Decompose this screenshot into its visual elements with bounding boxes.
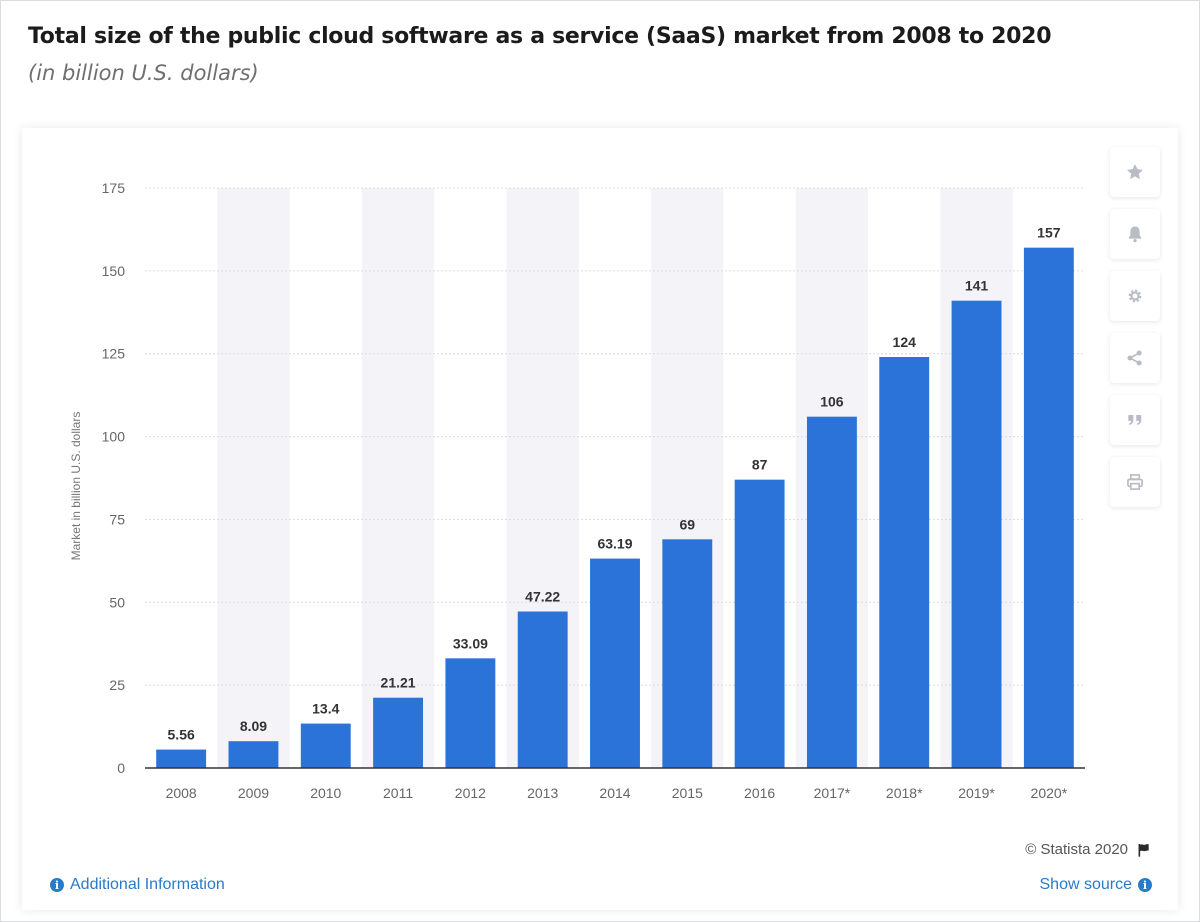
column-band (361, 188, 435, 768)
bar (590, 558, 640, 768)
data-label: 33.09 (453, 635, 488, 651)
y-tick-label: 125 (102, 346, 126, 362)
cite-button[interactable] (1110, 395, 1160, 445)
bar (734, 479, 785, 768)
y-tick-label: 175 (102, 180, 126, 196)
data-label: 106 (820, 394, 844, 410)
y-tick-label: 0 (117, 760, 125, 776)
additional-information-label: Additional Information (70, 876, 225, 893)
x-tick-label: 2018* (886, 785, 923, 801)
settings-button[interactable] (1110, 271, 1160, 321)
page-title: Total size of the public cloud software … (28, 24, 1052, 49)
info-icon: i (50, 878, 64, 892)
y-axis-title: Market in billion U.S. dollars (69, 412, 83, 561)
bar (951, 300, 1002, 768)
data-label: 5.56 (168, 727, 195, 743)
x-tick-label: 2013 (527, 785, 558, 801)
bar (806, 416, 857, 768)
y-tick-label: 25 (109, 677, 125, 693)
data-label: 87 (752, 457, 768, 473)
x-tick-label: 2008 (166, 785, 197, 801)
show-source-link[interactable]: Show source i (1039, 876, 1152, 894)
data-label: 141 (965, 278, 989, 294)
bar (300, 723, 351, 768)
y-tick-label: 100 (102, 429, 126, 445)
x-tick-label: 2014 (599, 785, 630, 801)
data-label: 63.19 (597, 536, 632, 552)
data-label: 21.21 (381, 675, 416, 691)
x-tick-label: 2016 (744, 785, 775, 801)
y-tick-label: 75 (109, 511, 125, 527)
x-tick-label: 2009 (238, 785, 269, 801)
notification-button[interactable] (1110, 209, 1160, 259)
x-tick-label: 2011 (383, 785, 413, 801)
x-tick-label: 2020* (1031, 785, 1068, 801)
star-icon (1127, 164, 1143, 180)
share-button[interactable] (1110, 333, 1160, 383)
bell-icon (1128, 226, 1142, 243)
show-source-label: Show source (1039, 876, 1133, 893)
x-tick-label: 2017* (814, 785, 851, 801)
x-tick-label: 2015 (672, 785, 703, 801)
additional-information-link[interactable]: i Additional Information (50, 876, 225, 894)
data-label: 157 (1037, 225, 1061, 241)
bar (1023, 247, 1074, 768)
y-tick-label: 50 (109, 594, 125, 610)
share-icon (1127, 350, 1142, 366)
y-tick-label: 150 (102, 263, 126, 279)
print-button[interactable] (1110, 457, 1160, 507)
x-tick-label: 2010 (310, 785, 341, 801)
column-band (217, 188, 290, 768)
bar (662, 539, 713, 768)
bar (156, 749, 207, 768)
x-tick-label: 2019* (958, 785, 995, 801)
data-label: 8.09 (240, 718, 267, 734)
print-icon (1127, 474, 1143, 490)
data-label: 69 (680, 516, 696, 532)
bar (445, 658, 496, 768)
quote-icon (1128, 415, 1142, 425)
info-icon: i (1138, 878, 1152, 892)
bar (373, 697, 424, 768)
data-label: 47.22 (525, 588, 560, 604)
favorite-button[interactable] (1110, 147, 1160, 197)
bar (879, 357, 930, 768)
x-tick-label: 2012 (455, 785, 486, 801)
gear-icon (1128, 289, 1142, 303)
bar (517, 611, 568, 768)
copyright-notice: © Statista 2020 (1025, 841, 1152, 858)
bar (228, 741, 279, 768)
page-subtitle: (in billion U.S. dollars) (28, 61, 259, 85)
copyright-text: © Statista 2020 (1025, 841, 1128, 858)
chart-toolbar (1110, 147, 1160, 519)
data-label: 124 (893, 334, 917, 350)
data-label: 13.4 (312, 701, 339, 717)
flag-icon[interactable] (1136, 842, 1152, 858)
